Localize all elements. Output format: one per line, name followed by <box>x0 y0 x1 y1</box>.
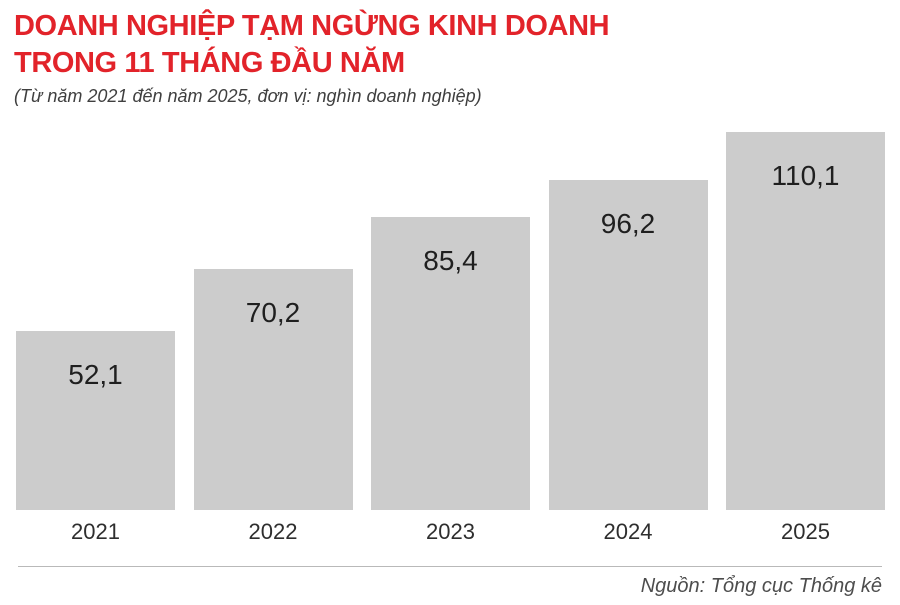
x-axis-label: 2023 <box>426 519 475 544</box>
bar-value-label: 85,4 <box>423 245 478 276</box>
x-axis-label: 2024 <box>603 519 653 544</box>
bar-2024: 96,2 <box>548 180 708 510</box>
bar-2022: 70,2 <box>193 269 353 510</box>
bar-value-label: 52,1 <box>68 359 123 390</box>
divider-line <box>18 566 882 567</box>
x-axis-label: 2022 <box>248 519 298 544</box>
bar-chart-plot-area: 52,1 70,2 85,4 96,2 110,1 <box>16 132 885 510</box>
x-axis: 2021 2022 2023 2024 2025 <box>16 520 885 544</box>
bar-value-label: 110,1 <box>771 160 840 191</box>
chart-title-line2: TRONG 11 THÁNG ĐẦU NĂM <box>14 47 405 79</box>
bar-value-label: 96,2 <box>600 208 656 239</box>
chart-subtitle: (Từ năm 2021 đến năm 2025, đơn vị: nghìn… <box>14 86 482 106</box>
chart-title: DOANH NGHIỆP TẠM NGỪNG KINH DOANH TRONG 1… <box>14 8 610 82</box>
x-axis-label: 2025 <box>781 519 830 544</box>
x-axis-label: 2021 <box>71 519 120 544</box>
source-credit: Nguồn: Tổng cục Thống kê <box>640 575 882 597</box>
bar-2025: 110,1 <box>726 132 885 510</box>
chart-title-line1: DOANH NGHIỆP TẠM NGỪNG KINH DOANH <box>14 10 610 42</box>
bar-value-label: 70,2 <box>245 297 301 328</box>
bar-2021: 52,1 <box>16 331 175 510</box>
bar-2023: 85,4 <box>371 217 530 510</box>
